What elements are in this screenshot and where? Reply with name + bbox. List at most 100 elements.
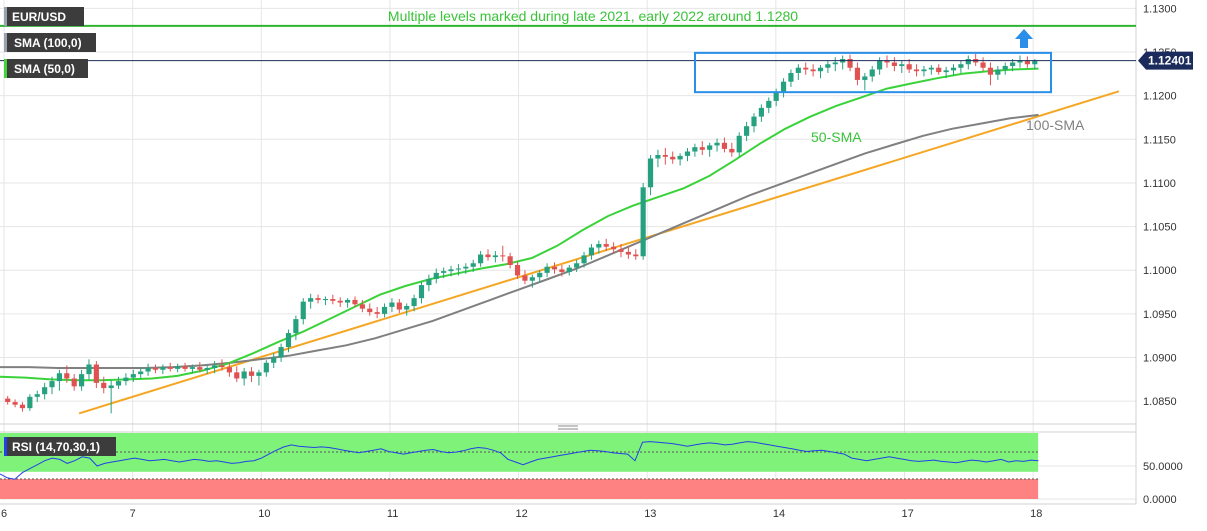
candle-body (108, 385, 114, 389)
candle (71, 374, 77, 391)
candle (721, 137, 728, 153)
candle-body (278, 347, 284, 358)
candle-body (692, 147, 698, 152)
time-tick-label: 17 (901, 508, 913, 520)
candle (463, 263, 469, 274)
resistance-annotation: Multiple levels marked during late 2021,… (388, 8, 798, 24)
candle (42, 382, 48, 400)
candle-body (160, 367, 166, 370)
candle-body (544, 266, 550, 273)
price-tick-label: 1.0950 (1143, 309, 1177, 321)
candle-body (212, 365, 218, 369)
candle-body (130, 374, 136, 378)
panel-resize-handle[interactable] (558, 425, 578, 430)
candle-body (633, 254, 639, 257)
time-tick-label: 10 (258, 508, 270, 520)
candle-body (463, 266, 469, 269)
sma-lines (0, 67, 1039, 382)
candle-body (381, 306, 388, 314)
candle (655, 149, 661, 168)
candle (980, 57, 986, 72)
candle (817, 65, 824, 79)
candle-body (588, 247, 595, 256)
candle-body (980, 62, 986, 68)
candle (56, 369, 63, 391)
candle (995, 65, 1001, 80)
candle (330, 294, 336, 305)
candle (847, 54, 853, 72)
candle-body (34, 394, 40, 397)
legend-symbol[interactable]: EUR/USD (4, 7, 84, 26)
candle-body (93, 364, 99, 383)
candle (49, 376, 55, 395)
candle (204, 365, 210, 375)
candle-body (995, 69, 1001, 75)
legend-rsi[interactable]: RSI (14,70,30,1) (4, 437, 116, 456)
candle (470, 259, 476, 272)
candle (825, 60, 831, 73)
candle-body (1024, 60, 1030, 65)
candle (285, 329, 292, 353)
candle-body (49, 381, 55, 388)
candle-body (810, 69, 816, 72)
candle-body (847, 58, 853, 68)
current-price-tag-label: 1.12401 (1148, 54, 1192, 68)
candle (921, 65, 927, 77)
legend-sma100[interactable]: SMA (100,0) (4, 33, 96, 52)
candle (293, 315, 299, 341)
candle (500, 245, 506, 262)
candle-body (744, 126, 750, 136)
candle-body (138, 371, 144, 375)
candle (271, 353, 277, 369)
candle-body (42, 387, 48, 395)
rsi-group (0, 441, 1039, 480)
candle (788, 69, 794, 87)
candle-body (71, 378, 77, 387)
candle-body (500, 255, 506, 257)
candle (352, 296, 358, 307)
up-arrow-icon (1015, 29, 1033, 48)
candle (899, 60, 905, 73)
candle-body (677, 155, 683, 160)
candle-body (234, 372, 240, 379)
candle (692, 143, 698, 157)
rsi-line (0, 441, 1039, 480)
candle (396, 299, 402, 314)
candle-body (707, 145, 713, 150)
candle-body (603, 244, 609, 247)
candles-group (5, 53, 1038, 414)
candle-body (315, 298, 321, 300)
candle (766, 97, 772, 114)
candle-body (455, 268, 462, 270)
candle-body (721, 142, 728, 149)
candle-body (581, 255, 587, 264)
candle (418, 281, 425, 304)
legend-sma50-label: SMA (50,0) (14, 62, 75, 76)
candle (93, 361, 99, 389)
candle (433, 268, 439, 284)
time-tick-label: 12 (516, 508, 528, 520)
candle (566, 265, 572, 276)
candle (507, 252, 513, 269)
candle (943, 66, 949, 79)
candle (707, 142, 713, 157)
candle-body (884, 60, 890, 63)
candle (448, 265, 454, 277)
candle (973, 53, 979, 66)
candle-body (248, 371, 255, 376)
time-tick-label: 13 (644, 508, 656, 520)
candle-body (115, 381, 122, 386)
candle (212, 361, 218, 374)
legend-sma50[interactable]: SMA (50,0) (4, 59, 88, 78)
candle (958, 60, 964, 73)
candle-body (152, 368, 159, 370)
sma100-annotation: 100-SMA (1026, 117, 1085, 133)
candle (182, 362, 188, 372)
price-tick-label: 1.1300 (1143, 3, 1177, 15)
candle-body (367, 308, 373, 313)
candle (248, 367, 255, 382)
candle (263, 360, 269, 377)
candle (345, 298, 351, 308)
rsi-bands (0, 433, 1039, 499)
